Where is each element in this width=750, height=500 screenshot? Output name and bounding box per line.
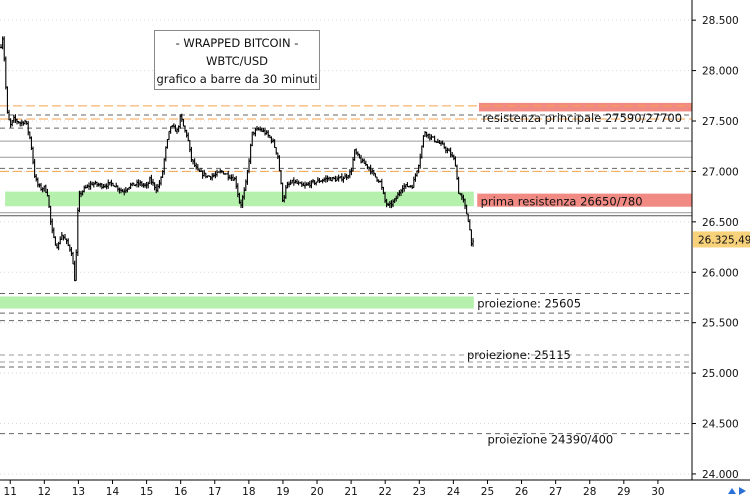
price-bars bbox=[0, 36, 475, 282]
price-zone bbox=[478, 102, 692, 112]
x-tick-label: 27 bbox=[549, 486, 562, 498]
last-price-marker: 26.325,49 bbox=[693, 231, 750, 248]
level-annotation: proiezione: 25605 bbox=[477, 297, 581, 311]
level-annotation: prima resistenza 26650/780 bbox=[481, 195, 643, 209]
level-annotation: proiezione 24390/400 bbox=[487, 433, 613, 447]
x-tick-label: 20 bbox=[310, 486, 323, 498]
x-tick-label: 12 bbox=[38, 486, 51, 498]
x-tick-label: 14 bbox=[106, 486, 120, 498]
price-zone bbox=[0, 296, 474, 309]
y-tick-label: 24.000 bbox=[702, 469, 739, 481]
x-tick-label: 17 bbox=[208, 486, 221, 498]
y-tick-label: 25.500 bbox=[702, 318, 739, 330]
x-tick-label: 15 bbox=[140, 486, 153, 498]
y-tick-label: 27.500 bbox=[702, 116, 739, 128]
y-tick-label: 28.000 bbox=[702, 66, 739, 78]
price-zone bbox=[477, 193, 692, 207]
horizontal-levels bbox=[0, 105, 692, 435]
last-price-label: 26.325,49 bbox=[698, 234, 750, 246]
x-tick-label: 25 bbox=[481, 486, 494, 498]
y-tick-label: 28.500 bbox=[702, 15, 739, 27]
y-tick-label: 26.000 bbox=[702, 267, 739, 279]
chart-title-box: - WRAPPED BITCOIN - WBTC/USD grafico a b… bbox=[154, 30, 320, 90]
chart-title-line-1: - WRAPPED BITCOIN - bbox=[175, 36, 299, 50]
x-tick-label: 29 bbox=[617, 486, 630, 498]
y-tick-label: 25.000 bbox=[702, 368, 739, 380]
x-tick-label: 22 bbox=[379, 486, 392, 498]
x-axis-panel bbox=[0, 480, 750, 500]
level-annotation: proiezione: 25115 bbox=[467, 348, 571, 362]
scroll-right-icon bbox=[739, 487, 746, 495]
x-tick-label: 26 bbox=[515, 486, 529, 498]
y-tick-label: 26.500 bbox=[702, 217, 739, 229]
x-tick-label: 21 bbox=[344, 486, 357, 498]
y-tick-label: 24.500 bbox=[702, 419, 739, 431]
x-tick-label: 16 bbox=[174, 486, 188, 498]
chart-title-line-2: WBTC/USD bbox=[205, 54, 269, 68]
plot-background bbox=[0, 0, 692, 480]
level-annotation: resistenza principale 27590/27700 bbox=[482, 111, 682, 125]
x-tick-label: 18 bbox=[242, 486, 255, 498]
last-price-badge bbox=[693, 231, 750, 248]
x-tick-label: 23 bbox=[413, 486, 426, 498]
level-annotations: resistenza principale 27590/27700 prima r… bbox=[467, 111, 682, 447]
x-tick-label: 30 bbox=[651, 486, 664, 498]
x-tick-label: 28 bbox=[583, 486, 596, 498]
x-tick-label: 24 bbox=[447, 486, 461, 498]
y-axis-panel bbox=[692, 0, 750, 500]
x-tick-label: 11 bbox=[4, 486, 17, 498]
x-tick-label: 19 bbox=[276, 486, 289, 498]
chart-title-line-3: grafico a barre da 30 minuti bbox=[156, 72, 318, 86]
y-tick-label: 27.000 bbox=[702, 166, 739, 178]
x-tick-label: 13 bbox=[72, 486, 85, 498]
scroll-up-icon bbox=[728, 488, 736, 494]
